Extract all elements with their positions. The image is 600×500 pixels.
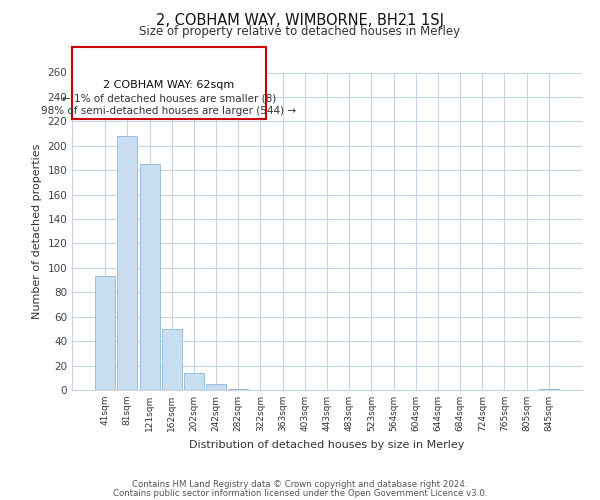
Text: 98% of semi-detached houses are larger (544) →: 98% of semi-detached houses are larger (… — [41, 106, 296, 116]
Bar — [118, 136, 137, 390]
Text: Contains public sector information licensed under the Open Government Licence v3: Contains public sector information licen… — [113, 490, 487, 498]
X-axis label: Distribution of detached houses by size in Merley: Distribution of detached houses by size … — [190, 440, 464, 450]
Text: ← 1% of detached houses are smaller (8): ← 1% of detached houses are smaller (8) — [62, 93, 276, 103]
Text: Contains HM Land Registry data © Crown copyright and database right 2024.: Contains HM Land Registry data © Crown c… — [132, 480, 468, 489]
Text: Size of property relative to detached houses in Merley: Size of property relative to detached ho… — [139, 25, 461, 38]
Bar — [206, 384, 226, 390]
Bar — [140, 164, 160, 390]
Bar — [184, 373, 204, 390]
Bar — [162, 329, 182, 390]
Bar — [228, 389, 248, 390]
FancyBboxPatch shape — [72, 47, 266, 118]
Bar — [95, 276, 115, 390]
Y-axis label: Number of detached properties: Number of detached properties — [32, 144, 42, 319]
Text: 2, COBHAM WAY, WIMBORNE, BH21 1SJ: 2, COBHAM WAY, WIMBORNE, BH21 1SJ — [156, 12, 444, 28]
Bar — [539, 389, 559, 390]
Text: 2 COBHAM WAY: 62sqm: 2 COBHAM WAY: 62sqm — [103, 80, 235, 90]
